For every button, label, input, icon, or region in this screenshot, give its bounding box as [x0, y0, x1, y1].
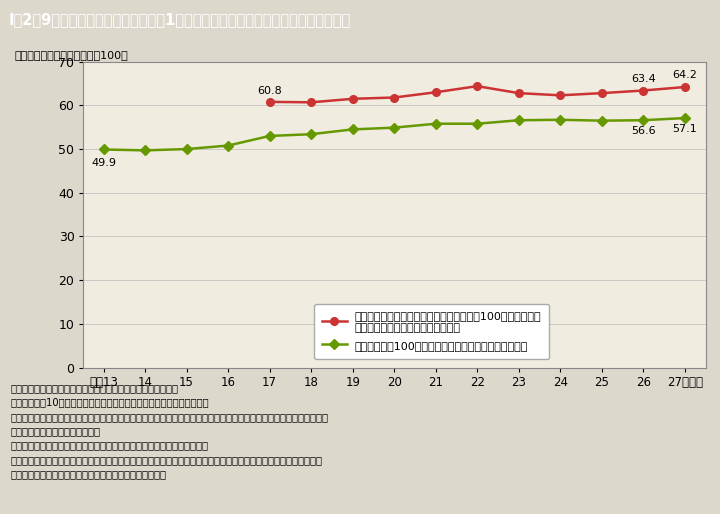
Text: 49.9: 49.9 [91, 158, 116, 168]
Text: （基準とする労働者の給与＝100）: （基準とする労働者の給与＝100） [14, 50, 128, 60]
Text: （備考）１．厚生労働省「賃金構造基本統計調査」より作成。
　　　　２．10人以上の常用労働者を雇用する民営事業所における値。
　　　　３．一般労働者における１時: （備考）１．厚生労働省「賃金構造基本統計調査」より作成。 ２．10人以上の常用労… [11, 383, 329, 480]
Text: 56.6: 56.6 [631, 126, 656, 136]
Text: 64.2: 64.2 [672, 70, 697, 81]
Legend: 一般労働者における「正社員・正職員」を100とした場合の
「正社員・正職員以外」の給与水準, 一般労働者を100とした場合の短時間労働者の給与水準: 一般労働者における「正社員・正職員」を100とした場合の 「正社員・正職員以外」… [315, 304, 549, 359]
Text: 57.1: 57.1 [672, 124, 697, 134]
Text: 63.4: 63.4 [631, 75, 656, 84]
Text: I－2－9図　雇用形態・就業形態間の1時間当たり所定内給与格差の推移（男女計）: I－2－9図 雇用形態・就業形態間の1時間当たり所定内給与格差の推移（男女計） [9, 12, 351, 27]
Text: 60.8: 60.8 [257, 86, 282, 96]
